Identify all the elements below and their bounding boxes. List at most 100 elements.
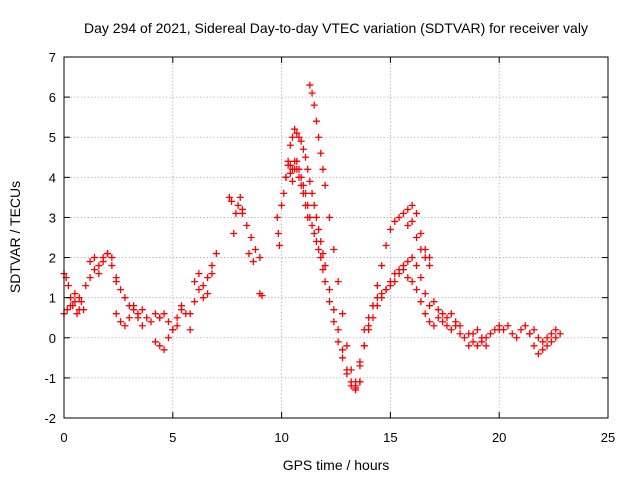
data-point [443,314,451,322]
data-point [195,270,203,278]
data-point [386,225,394,233]
data-point [117,286,125,294]
data-point [86,274,94,282]
y-tick-label: 1 [49,291,56,306]
data-point [369,302,377,310]
data-point [321,181,329,189]
data-point [478,338,486,346]
data-point [321,262,329,270]
data-point [204,290,212,298]
data-point [352,378,360,386]
data-point [408,278,416,286]
data-point [204,274,212,282]
data-point [208,262,216,270]
data-point [404,221,412,229]
series-arc-18 [286,157,312,221]
axis-ticks: 0 5 10 15 20 25 -2 -1 0 1 2 3 4 5 6 7 [44,50,615,445]
data-point [325,298,333,306]
data-point [482,342,490,350]
data-point [552,326,560,334]
data-point [395,213,403,221]
data-point [125,314,133,322]
data-point [356,358,364,366]
data-point [391,217,399,225]
data-point [236,193,244,201]
y-tick-label: 3 [49,210,56,225]
data-point [360,326,368,334]
data-point [90,254,98,262]
data-point [308,89,316,97]
y-tick-label: 7 [49,50,56,65]
data-point [315,133,323,141]
data-point [121,294,129,302]
series-arc-19 [306,81,364,390]
data-point [334,278,342,286]
series-arc-13 [238,209,264,262]
data-point [543,342,551,350]
data-point [339,346,347,354]
data-point [138,322,146,330]
data-point [325,213,333,221]
data-point [426,254,434,262]
series-arc-27 [465,330,490,350]
grid-lines [64,57,608,418]
series-arc-26 [456,326,503,350]
data-point [138,306,146,314]
data-point [330,246,338,254]
data-point [293,129,301,137]
data-point [395,270,403,278]
series-arc-21 [356,254,434,366]
data-point [469,338,477,346]
data-point [339,310,347,318]
data-point [186,326,194,334]
data-point [434,314,442,322]
x-tick-label: 0 [60,430,67,445]
y-tick-label: -1 [44,371,56,386]
data-point [417,229,425,237]
data-point [473,342,481,350]
data-point [319,250,327,258]
data-point [460,334,468,342]
data-point [291,157,299,165]
data-point [73,310,81,318]
data-point [108,254,116,262]
series-arc-30 [530,326,560,350]
data-point [199,294,207,302]
data-point [306,177,314,185]
data-point [426,302,434,310]
data-point [228,197,236,205]
data-point [275,242,283,250]
data-point [413,234,421,241]
data-point [378,290,386,298]
data-point [288,133,296,141]
data-point [430,298,438,306]
data-point [360,342,368,350]
data-point [67,302,75,310]
data-point [539,338,547,346]
data-point [80,306,88,314]
y-axis-label: SDTVAR / TECUs [7,181,23,293]
data-point [71,290,79,298]
data-point [117,318,125,326]
data-point [306,81,314,89]
data-point [112,278,120,286]
data-point [208,270,216,278]
data-point [291,125,299,133]
series-arc-28 [495,322,534,342]
data-point [147,318,155,326]
data-point [382,286,390,294]
data-point [308,189,316,197]
data-point [232,209,240,217]
data-point [426,262,434,270]
data-point [517,326,525,334]
data-point [486,330,494,338]
data-point [156,342,164,350]
data-point [293,165,301,173]
data-point [556,330,564,338]
data-point [258,292,266,300]
data-point [245,250,253,258]
data-point [547,338,555,346]
data-point [373,294,381,302]
data-point [310,229,318,237]
data-point [347,366,355,374]
